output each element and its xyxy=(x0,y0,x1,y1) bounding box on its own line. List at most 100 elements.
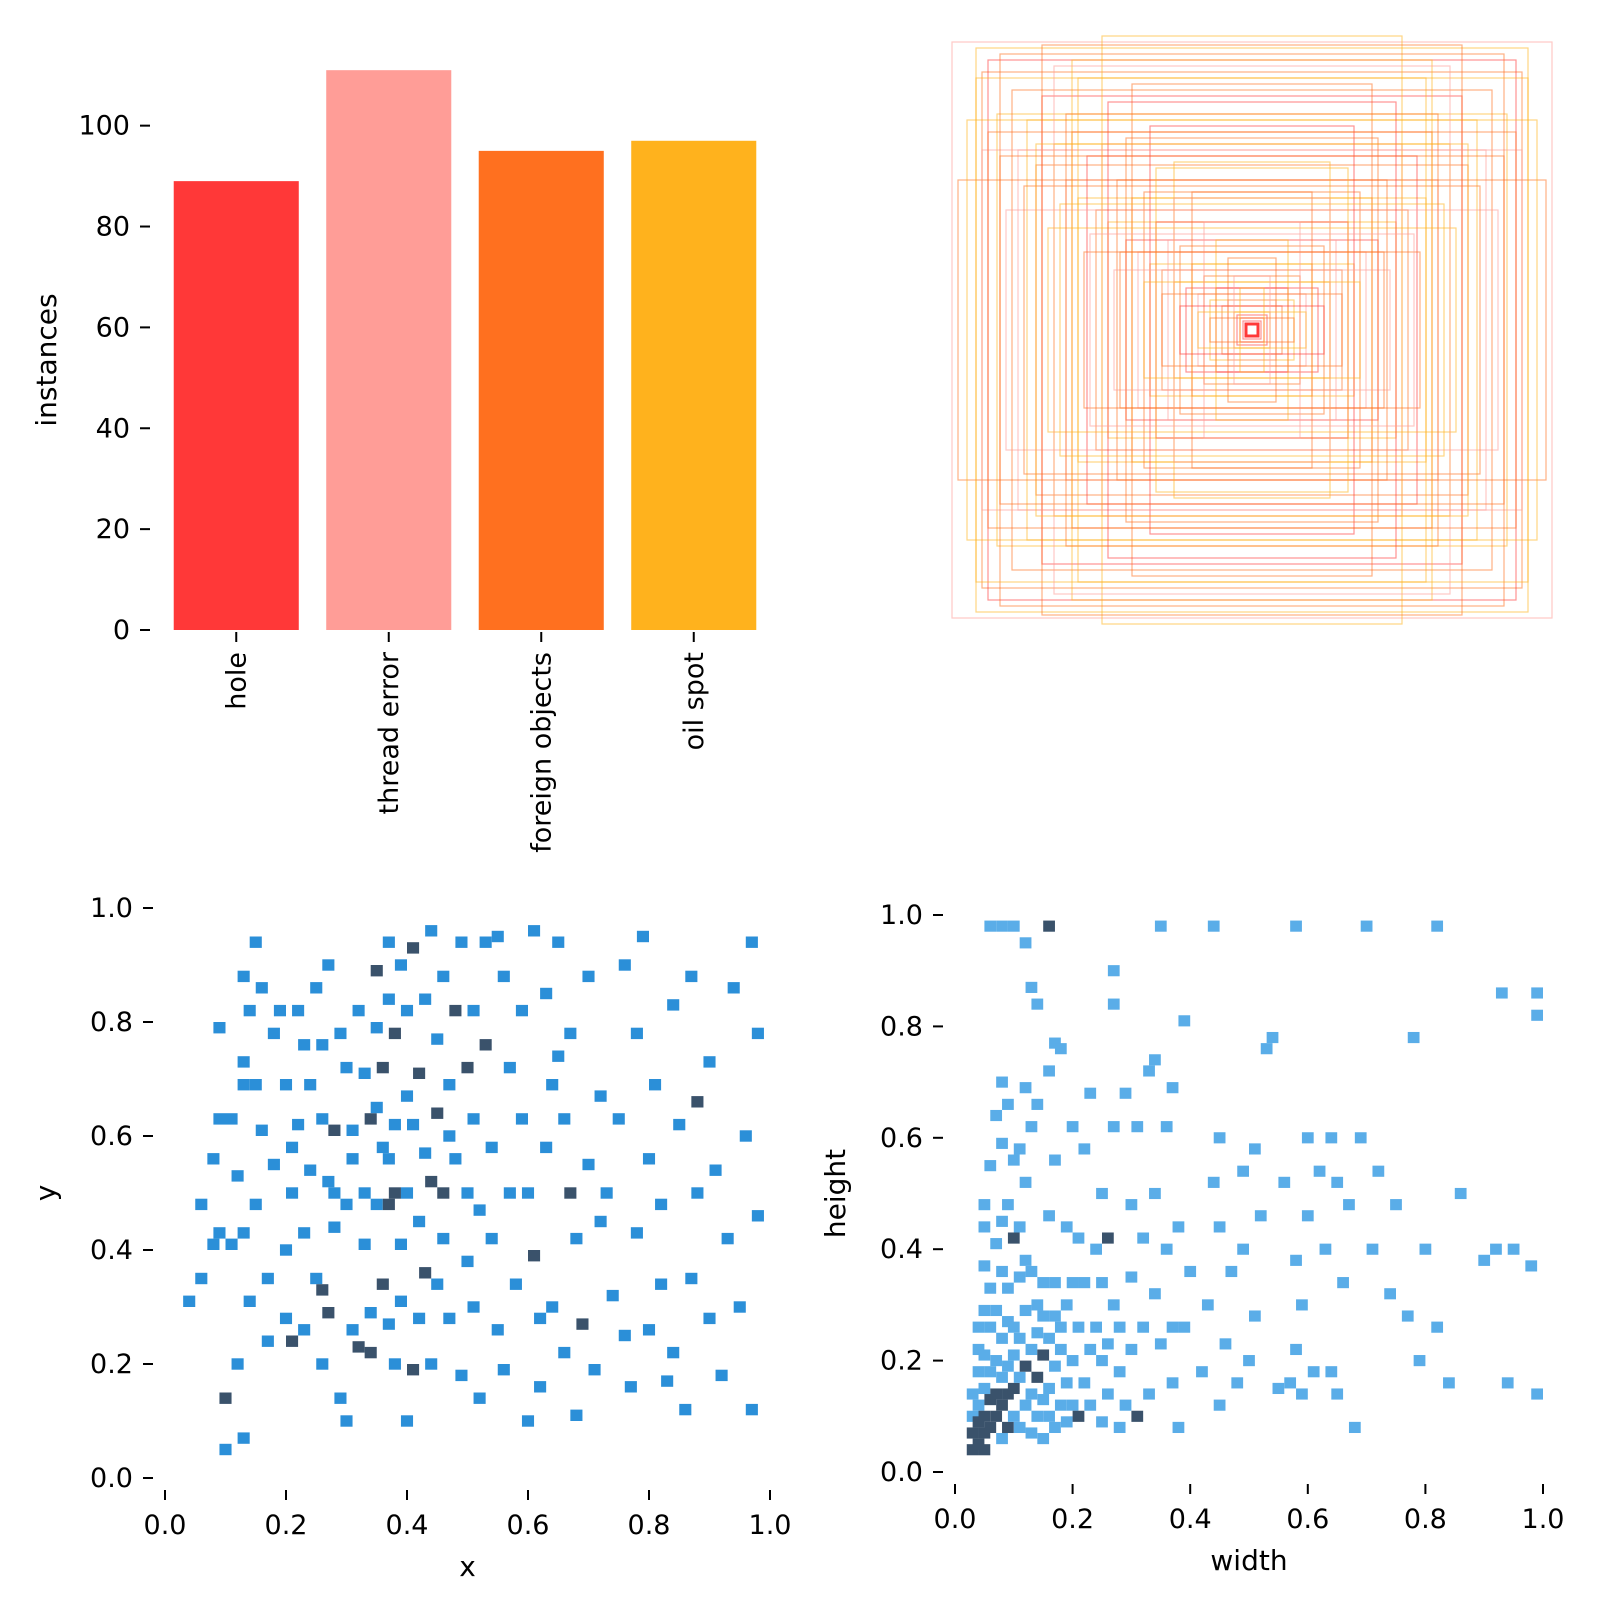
bar-ytick-label: 20 xyxy=(96,514,130,545)
xy-bin xyxy=(449,1153,462,1165)
wh-bin xyxy=(1066,1121,1079,1133)
wh-bin xyxy=(1125,1199,1138,1211)
xy-bin xyxy=(745,936,758,948)
xy-xtick-label: 0.4 xyxy=(386,1510,429,1541)
xy-bin xyxy=(310,1272,323,1285)
wh-bin xyxy=(990,1109,1003,1122)
xy-bin xyxy=(394,1238,407,1250)
xy-bin xyxy=(606,1289,619,1302)
xy-bin xyxy=(540,1141,553,1154)
xy-bin xyxy=(298,1227,311,1239)
label-box xyxy=(981,149,1523,511)
width-height-histogram-panel: 0.0 0.2 0.4 0.6 0.8 1.0 0.0 0.2 0.4 0.6 0.8 1.0 widt… xyxy=(819,900,1564,1577)
xy-bin xyxy=(503,1061,516,1074)
wh-bin xyxy=(1072,1321,1085,1333)
wh-bin xyxy=(1066,1277,1079,1289)
wh-bin xyxy=(1043,1382,1055,1395)
xy-ytick-label: 0.8 xyxy=(90,1007,133,1038)
wh-bin xyxy=(1525,1260,1538,1272)
xy-bin xyxy=(673,1118,686,1131)
wh-bin xyxy=(978,1221,991,1233)
wh-bin xyxy=(1096,1355,1108,1367)
xy-bin xyxy=(340,1415,353,1427)
wh-bin xyxy=(996,1332,1008,1344)
xy-bin xyxy=(304,1164,317,1176)
wh-xtick-label: 0.2 xyxy=(1051,1504,1094,1535)
wh-bin xyxy=(1119,1399,1132,1411)
wh-bin xyxy=(1037,1433,1050,1445)
bar-xtick-label: thread error xyxy=(374,651,405,814)
label-box xyxy=(1239,287,1265,373)
wh-bin xyxy=(1413,1355,1426,1367)
xy-bin xyxy=(243,1295,256,1307)
xy-bin xyxy=(388,1118,401,1131)
xy-ylabel: y xyxy=(29,1185,62,1202)
xy-histogram-panel: 0.0 0.2 0.4 0.6 0.8 1.0 0.0 0.2 0.4 0.6 0.8 1.0 x y xyxy=(29,893,791,1583)
xy-bin xyxy=(431,1278,444,1290)
wh-bin xyxy=(1348,1421,1361,1434)
xy-bin xyxy=(552,936,565,948)
xy-bin xyxy=(237,1056,250,1068)
wh-bin xyxy=(1107,1121,1120,1133)
bar-hole xyxy=(173,181,299,630)
label-box xyxy=(1209,317,1295,343)
xy-bin xyxy=(328,1124,341,1136)
xy-bin xyxy=(316,1113,329,1125)
wh-bin xyxy=(1049,1277,1061,1289)
wh-bin xyxy=(1401,1310,1414,1322)
xy-bin xyxy=(461,1061,474,1074)
xy-bin xyxy=(376,1061,389,1074)
xy-bin xyxy=(388,1027,401,1040)
xy-bin xyxy=(419,993,432,1005)
wh-bin xyxy=(1390,1199,1402,1211)
wh-bin xyxy=(1037,1310,1050,1322)
wh-bin xyxy=(1066,1355,1079,1367)
wh-bin xyxy=(1043,920,1055,932)
xy-bin xyxy=(479,1039,492,1051)
wh-bin xyxy=(996,1137,1008,1149)
wh-bin xyxy=(978,1410,991,1422)
wh-bin xyxy=(1013,1332,1026,1344)
xy-bin xyxy=(558,1113,571,1125)
xy-bin xyxy=(382,993,395,1005)
wh-bin xyxy=(1025,1427,1038,1439)
xy-bin xyxy=(243,1004,256,1017)
wh-bin xyxy=(1366,1243,1379,1255)
wh-bin xyxy=(1237,1243,1249,1255)
wh-bin xyxy=(1013,1421,1026,1434)
xy-bin xyxy=(298,1324,311,1336)
xy-bin xyxy=(655,1198,668,1211)
label-box xyxy=(1236,314,1268,346)
wh-bin xyxy=(1002,1421,1014,1434)
wh-bin xyxy=(1049,1310,1061,1322)
wh-bin xyxy=(1019,1360,1032,1372)
label-box xyxy=(999,155,1505,505)
xy-bin xyxy=(437,1232,450,1245)
wh-bin xyxy=(1296,1299,1308,1311)
xy-bin xyxy=(425,925,438,937)
wh-bin xyxy=(1072,1232,1085,1244)
xy-bin xyxy=(419,1147,432,1159)
wh-bin xyxy=(1531,1009,1543,1021)
xy-bin xyxy=(467,1301,480,1313)
wh-xtick-label: 0.4 xyxy=(1169,1504,1212,1535)
xy-bin xyxy=(485,1232,498,1245)
xy-bin xyxy=(443,1079,456,1091)
xy-bin xyxy=(564,1187,577,1199)
xy-bin xyxy=(636,930,649,943)
wh-bin xyxy=(1007,920,1020,932)
wh-bin xyxy=(978,1382,991,1395)
xy-bin xyxy=(491,1324,504,1336)
wh-bin xyxy=(996,1399,1008,1411)
wh-bin xyxy=(1113,1321,1126,1333)
wh-bin xyxy=(1013,1221,1026,1233)
wh-bin xyxy=(1431,1321,1444,1333)
label-box xyxy=(1113,269,1391,391)
xy-bin xyxy=(588,1364,601,1376)
bar-thread-error xyxy=(326,70,452,631)
wh-bin xyxy=(1025,1265,1038,1278)
wh-bin xyxy=(1272,1382,1285,1395)
wh-bin xyxy=(1049,1154,1061,1166)
wh-bin xyxy=(1090,1243,1102,1255)
xy-bin xyxy=(231,1170,244,1182)
